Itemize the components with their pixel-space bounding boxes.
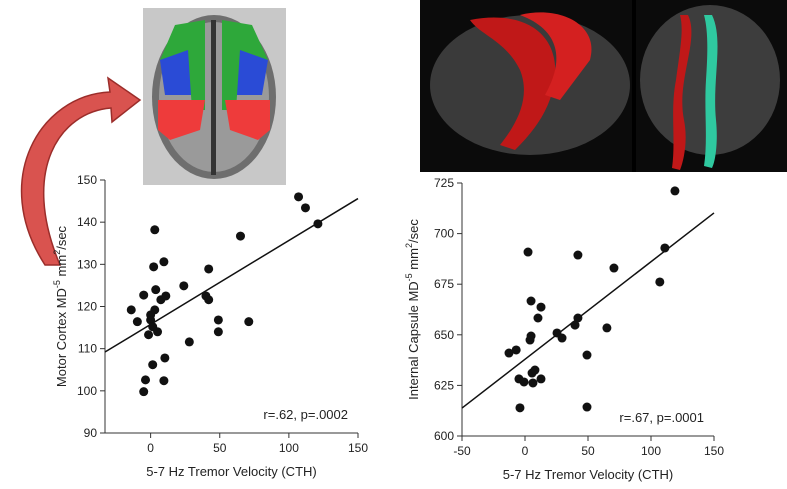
y-tick-label: 700	[434, 227, 454, 241]
point	[655, 277, 665, 287]
point	[519, 377, 529, 387]
point	[144, 330, 154, 340]
superscript: 2	[52, 250, 62, 255]
label-part: Motor Cortex MD	[54, 288, 69, 387]
x-tick-label: 150	[704, 444, 724, 458]
tract-image	[420, 0, 787, 172]
x-tick-label: 150	[348, 441, 368, 455]
point	[150, 225, 160, 235]
point	[528, 378, 538, 388]
point	[526, 296, 536, 306]
point	[523, 247, 533, 257]
point	[557, 333, 567, 343]
point	[235, 231, 245, 241]
x-axis-label: 5-7 Hz Tremor Velocity (CTH)	[503, 467, 673, 482]
point	[300, 203, 310, 213]
y-tick-label: 725	[434, 176, 454, 190]
arrow	[20, 76, 142, 266]
point	[126, 305, 136, 315]
point	[602, 323, 612, 333]
y-axis-label: Internal Capsule MD-5 mm2/sec	[404, 219, 421, 400]
point	[526, 331, 536, 341]
point	[536, 302, 546, 312]
point	[149, 262, 159, 272]
point	[146, 310, 156, 320]
label-part: mm	[54, 255, 69, 280]
point	[161, 291, 171, 301]
point	[204, 295, 214, 305]
x-tick-label: 50	[213, 441, 227, 455]
point	[139, 387, 149, 397]
point	[660, 243, 670, 253]
y-tick-label: 120	[77, 300, 97, 314]
point	[313, 219, 323, 229]
point	[132, 317, 142, 327]
label-part: /sec	[406, 219, 421, 243]
x-tick-label: -50	[453, 444, 471, 458]
annotation: r=.62, p=.0002	[263, 407, 348, 422]
point	[533, 313, 543, 323]
y-axis-label: Motor Cortex MD-5 mm2/sec	[52, 225, 69, 387]
y-tick-label: 130	[77, 257, 97, 271]
point	[536, 374, 546, 384]
y-tick-label: 100	[77, 384, 97, 398]
point	[504, 348, 514, 358]
point	[213, 327, 223, 337]
point	[244, 317, 254, 327]
point	[151, 285, 161, 295]
scatter-plot: 600 625 650 675 700 725 -50 0 50 100 150 5-7 Hz Tre…	[404, 176, 724, 482]
y-tick-label: 90	[84, 426, 98, 440]
x-tick-label: 0	[147, 441, 154, 455]
y-tick-label: 140	[77, 215, 97, 229]
x-tick-label: 100	[641, 444, 661, 458]
point	[530, 365, 540, 375]
point	[670, 186, 680, 196]
point	[153, 327, 163, 337]
point	[515, 403, 525, 413]
point	[582, 402, 592, 412]
superscript: -5	[52, 280, 62, 288]
brain-image	[143, 8, 286, 185]
point	[294, 192, 304, 202]
scatter-plot: 90 100 110 120 130 140 150 0 50 100 150 5-7 Hz Trem…	[52, 173, 368, 479]
point	[213, 315, 223, 325]
superscript: 2	[404, 243, 414, 248]
y-tick-label: 150	[77, 173, 97, 187]
point	[570, 320, 580, 330]
point	[511, 345, 521, 355]
point	[573, 250, 583, 260]
point	[179, 281, 189, 291]
label-part: Internal Capsule MD	[406, 281, 421, 400]
point	[141, 375, 151, 385]
superscript: -5	[404, 273, 414, 281]
point	[148, 360, 158, 370]
x-axis-label: 5-7 Hz Tremor Velocity (CTH)	[146, 464, 316, 479]
plots: 90 100 110 120 130 140 150 0 50 100 150 5-7 Hz Trem…	[52, 173, 724, 482]
point	[159, 376, 169, 386]
point	[582, 350, 592, 360]
point	[160, 353, 170, 363]
point	[159, 257, 169, 267]
point	[573, 313, 583, 323]
y-tick-label: 625	[434, 378, 454, 392]
x-tick-label: 100	[279, 441, 299, 455]
y-tick-label: 600	[434, 429, 454, 443]
y-tick-label: 675	[434, 277, 454, 291]
point	[204, 264, 214, 274]
y-tick-label: 110	[78, 342, 97, 356]
point	[139, 290, 149, 300]
y-tick-label: 650	[434, 328, 454, 342]
x-tick-label: 0	[522, 444, 529, 458]
annotation: r=.67, p=.0001	[619, 410, 704, 425]
point	[609, 263, 619, 273]
fit-line	[461, 212, 715, 409]
point	[184, 337, 194, 347]
label-part: mm	[406, 248, 421, 273]
label-part: /sec	[54, 225, 69, 249]
x-tick-label: 50	[581, 444, 595, 458]
